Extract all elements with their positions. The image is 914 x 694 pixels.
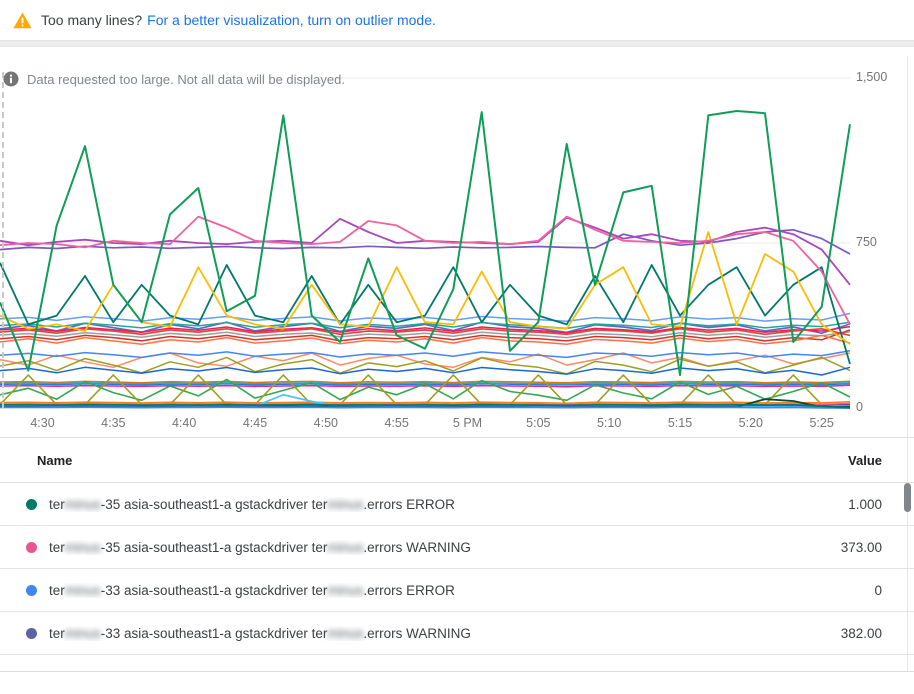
series-pink-warning-35 (0, 215, 851, 325)
notice-text: Data requested too large. Not all data w… (27, 71, 345, 87)
legend-row-partial (0, 655, 914, 672)
x-tick-label-5:10: 5:10 (596, 416, 622, 430)
series-name: terminus-33 asia-southeast1-a gstackdriv… (49, 582, 455, 598)
x-tick-label-5:20: 5:20 (738, 416, 763, 430)
redacted-text: minus (327, 582, 364, 598)
series-color-dot (26, 541, 37, 553)
redacted-text: minus (327, 625, 364, 641)
series-name: terminus-33 asia-southeast1-a gstackdriv… (49, 625, 471, 641)
timeseries-chart-plot[interactable] (0, 56, 914, 438)
legend-row[interactable]: terminus-33 asia-southeast1-a gstackdriv… (0, 612, 914, 655)
info-icon (3, 71, 19, 87)
legend-table: Name Value terminus-35 asia-southeast1-a… (0, 437, 914, 672)
series-flat-magenta (0, 384, 851, 388)
series-red-band-2 (0, 329, 851, 342)
scrollbar-thumb[interactable] (904, 483, 911, 512)
series-blue-low-wobble (0, 366, 851, 376)
x-tick-label-4:35: 4:35 (101, 416, 126, 430)
redacted-text: minus (327, 496, 364, 512)
redacted-text: minus (64, 496, 101, 512)
series-blue-band (0, 350, 851, 359)
warning-icon (13, 12, 32, 28)
series-value: 0 (874, 582, 882, 598)
series-bottom-orange (0, 401, 851, 404)
series-orange-band (0, 334, 851, 345)
chart-left-dashed-guide (2, 72, 4, 408)
data-too-large-notice: Data requested too large. Not all data w… (3, 71, 345, 87)
series-color-dot (26, 498, 37, 510)
series-name: terminus-35 asia-southeast1-a gstackdriv… (49, 496, 455, 512)
series-green-low-wobble (0, 378, 851, 402)
x-axis-labels: 4:30 4:35 4:40 4:45 4:50 4:55 5 PM 5:05 5:10 5:15… (0, 416, 914, 434)
series-color-dot (26, 584, 37, 596)
series-olive-triangles (0, 374, 850, 406)
redacted-text: minus (64, 625, 101, 641)
x-tick-label-4:45: 4:45 (242, 416, 268, 430)
redacted-text: minus (64, 582, 101, 598)
y-tick-label-1,500: 1,500 (856, 70, 888, 84)
series-teal-band (0, 321, 851, 330)
outlier-mode-link[interactable]: For a better visualization, turn on outl… (147, 12, 436, 28)
series-blue-error-33 (0, 406, 851, 409)
scrollbar-track (907, 56, 908, 671)
legend-header-name: Name (37, 452, 73, 468)
series-teal-error-35 (0, 403, 851, 409)
legend-header-row: Name Value (0, 438, 914, 483)
x-tick-label-5:05: 5:05 (526, 416, 551, 430)
x-tick-label-5:25: 5:25 (809, 416, 834, 430)
legend-row[interactable]: terminus-35 asia-southeast1-a gstackdriv… (0, 483, 914, 526)
banner-text: Too many lines? (41, 12, 143, 28)
x-tick-label-4:40: 4:40 (171, 416, 197, 430)
legend-row[interactable]: terminus-33 asia-southeast1-a gstackdriv… (0, 569, 914, 612)
series-violet-750 (0, 228, 851, 255)
y-tick-label-0: 0 (856, 400, 863, 414)
series-purple-750 (0, 216, 851, 286)
section-divider (0, 40, 914, 47)
redacted-text: minus (327, 539, 364, 555)
series-gray-band (0, 331, 851, 339)
x-tick-label-5:15: 5:15 (667, 416, 693, 430)
x-tick-label-4:50: 4:50 (313, 416, 338, 430)
series-teal-spiky (0, 262, 851, 365)
legend-row[interactable]: terminus-35 asia-southeast1-a gstackdriv… (0, 526, 914, 569)
x-tick-label-5-PM: 5 PM (452, 416, 483, 430)
legend-header-value: Value (848, 452, 882, 468)
series-name: terminus-35 asia-southeast1-a gstackdriv… (49, 539, 471, 555)
series-color-dot (26, 627, 37, 639)
x-tick-label-4:30: 4:30 (30, 416, 55, 430)
x-tick-label-4:55: 4:55 (384, 416, 409, 430)
series-pink-band (0, 325, 851, 334)
redacted-text: minus (64, 539, 101, 555)
too-many-lines-banner: Too many lines? For a better visualizati… (0, 0, 914, 40)
series-red-band (0, 327, 851, 337)
series-value: 373.00 (840, 539, 882, 555)
series-value: 382.00 (840, 625, 882, 641)
series-flat-orange (0, 380, 851, 384)
series-value: 1.000 (848, 496, 882, 512)
series-green-main-spiky (0, 110, 851, 376)
y-tick-label-750: 750 (856, 235, 877, 249)
